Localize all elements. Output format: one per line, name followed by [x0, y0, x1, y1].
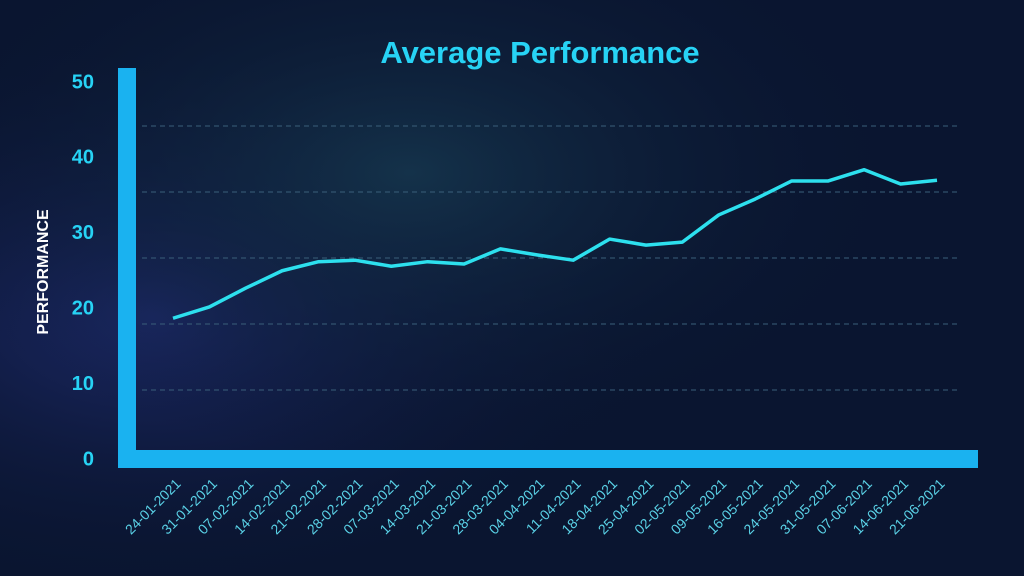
chart-title: Average Performance	[380, 35, 699, 70]
y-tick-label: 10	[72, 373, 94, 395]
x-axis-bar	[118, 450, 978, 468]
y-tick-label: 0	[83, 448, 94, 470]
y-tick-label: 30	[72, 222, 94, 244]
y-tick-label: 40	[72, 147, 94, 169]
decorative-grid	[142, 125, 958, 391]
y-tick-label: 20	[72, 297, 94, 319]
y-axis-label: PERFORMANCE	[35, 209, 52, 335]
data-line	[172, 167, 938, 320]
y-axis-bar	[118, 68, 136, 468]
y-tick-label: 50	[72, 71, 94, 93]
